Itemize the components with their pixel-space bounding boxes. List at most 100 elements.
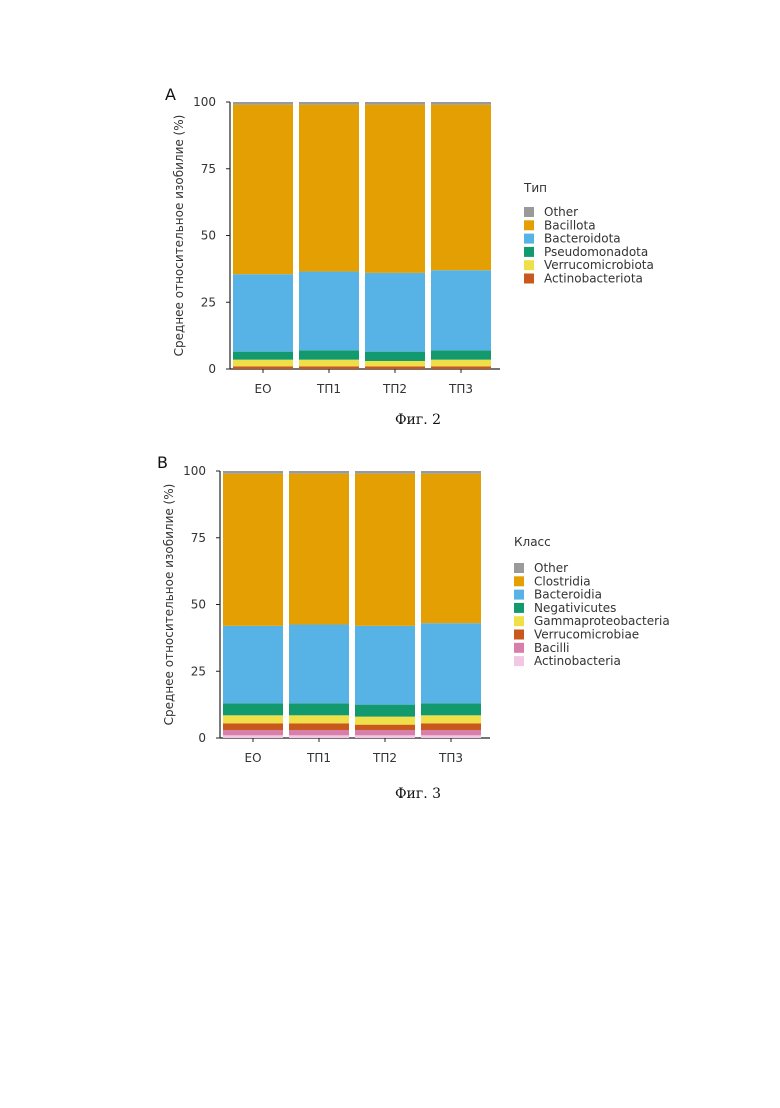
chart-panel-a: A 0 25 50 75 100 Среднее относительное изобили… [165, 85, 654, 428]
legend-swatch-bacilli [514, 643, 524, 653]
bar-segment-other [223, 471, 283, 474]
legend-entry-verrucomicrobiae: Verrucomicrobiae [534, 628, 639, 642]
legend-swatch-bacteroidota [524, 234, 534, 244]
legend-swatch-pseudomonadota [524, 247, 534, 257]
x-tick-label: ТП2 [382, 382, 407, 396]
bar-segment-verrucomicrobiae [421, 723, 481, 730]
bar-segment-other [365, 102, 425, 105]
bar-segment-negativicutes [355, 705, 415, 717]
bar-segment-actinobacteria [355, 735, 415, 738]
bar-segment-verrucomicrobiae [223, 723, 283, 730]
bar-segment-actinobacteriota [233, 366, 293, 369]
legend-entry-actinobacteriota: Actinobacteriota [544, 272, 643, 286]
legend-swatch-negativicutes [514, 603, 524, 613]
bar-segment-verrucomicrobiota [233, 360, 293, 367]
bar-segment-clostridia [289, 474, 349, 625]
x-tick-label: ТП1 [306, 751, 331, 765]
legend-entry-verrucomicrobiota: Verrucomicrobiota [544, 258, 654, 272]
legend-entry-other: Other [534, 561, 568, 575]
bar-segment-other [289, 471, 349, 474]
y-axis-label: Среднее относительное изобилие (%) [172, 115, 186, 357]
y-axis-label: Среднее относительное изобилие (%) [162, 484, 176, 726]
bar-segment-other [299, 102, 359, 105]
y-tick-label: 50 [191, 598, 206, 612]
x-tick-label: ЕО [254, 382, 271, 396]
bar-segment-bacteroidota [299, 272, 359, 351]
bar-segment-bacteroidota [365, 273, 425, 352]
legend-swatch-gammaproteobacteria [514, 616, 524, 626]
bar-segment-bacillota [365, 105, 425, 273]
bar-segment-bacillota [431, 105, 491, 271]
legend-entry-bacteroidia: Bacteroidia [534, 588, 602, 602]
bar-segment-bacteroidia [355, 626, 415, 705]
figure-caption: Фиг. 3 [395, 786, 441, 802]
bar-segment-pseudomonadota [233, 352, 293, 360]
bar-segment-verrucomicrobiota [365, 361, 425, 366]
legend-swatch-actinobacteria [514, 656, 524, 666]
legend-entry-pseudomonadota: Pseudomonadota [544, 245, 648, 259]
legend-entry-negativicutes: Negativicutes [534, 601, 616, 615]
legend-swatch-other [524, 207, 534, 217]
legend-entry-gammaproteobacteria: Gammaproteobacteria [534, 614, 670, 628]
y-tick-label: 0 [208, 362, 216, 376]
bar-segment-other [355, 471, 415, 474]
x-tick-label: ТП2 [372, 751, 397, 765]
legend-entry-clostridia: Clostridia [534, 574, 591, 588]
legend-title: Тип [523, 181, 547, 195]
bar-segment-bacteroidota [233, 274, 293, 351]
legend-title: Класс [514, 535, 551, 549]
bar-segment-negativicutes [289, 703, 349, 715]
bar-segment-gammaproteobacteria [355, 717, 415, 725]
legend-swatch-other [514, 563, 524, 573]
legend-entry-other: Other [544, 205, 578, 219]
bar-segment-actinobacteriota [365, 366, 425, 369]
bar-segment-negativicutes [421, 703, 481, 715]
bar-segment-pseudomonadota [365, 352, 425, 361]
bar-segment-verrucomicrobiae [355, 725, 415, 730]
bar-segment-pseudomonadota [299, 350, 359, 359]
bar-segment-bacilli [223, 730, 283, 735]
bar-segment-actinobacteria [289, 735, 349, 738]
bar-segment-actinobacteriota [299, 366, 359, 369]
bar-segment-other [421, 471, 481, 474]
panel-label: A [165, 85, 176, 104]
bar-segment-actinobacteria [421, 735, 481, 738]
bar-segment-bacteroidota [431, 270, 491, 350]
legend-swatch-clostridia [514, 576, 524, 586]
bar-segment-clostridia [355, 474, 415, 626]
bar-segment-verrucomicrobiae [289, 723, 349, 730]
bar-segment-actinobacteriota [431, 366, 491, 369]
figure-page: A 0 25 50 75 100 Среднее относительное изобили… [0, 0, 780, 1103]
chart-panel-b: B0255075100Среднее относительное изобили… [157, 453, 670, 802]
bar-segment-bacilli [289, 730, 349, 735]
legend-swatch-verrucomicrobiae [514, 630, 524, 640]
y-tick-label: 50 [201, 229, 216, 243]
legend-swatch-bacteroidia [514, 590, 524, 600]
y-tick-label: 75 [201, 162, 216, 176]
y-tick-label: 100 [193, 95, 216, 109]
figure-caption: Фиг. 2 [395, 412, 441, 428]
bar-segment-bacillota [233, 105, 293, 275]
y-tick-label: 100 [183, 464, 206, 478]
y-tick-label: 25 [201, 295, 216, 309]
bar-segment-bacteroidia [223, 626, 283, 703]
panel-label: B [157, 453, 168, 472]
bar-segment-other [233, 102, 293, 105]
legend-swatch-bacillota [524, 220, 534, 230]
bar-segment-bacilli [421, 730, 481, 735]
legend-entry-bacilli: Bacilli [534, 641, 570, 655]
x-tick-label: ТП3 [448, 382, 473, 396]
bar-segment-negativicutes [223, 703, 283, 715]
bar-segment-verrucomicrobiota [431, 360, 491, 367]
y-tick-label: 0 [198, 731, 206, 745]
legend-entry-bacillota: Bacillota [544, 218, 596, 232]
bar-segment-bacillota [299, 105, 359, 272]
bar-segment-gammaproteobacteria [421, 715, 481, 723]
bar-segment-verrucomicrobiota [299, 360, 359, 367]
bar-segment-clostridia [421, 474, 481, 624]
legend-swatch-actinobacteriota [524, 274, 534, 284]
x-tick-label: ЕО [244, 751, 261, 765]
bar-segment-actinobacteria [223, 735, 283, 738]
bar-segment-bacilli [355, 730, 415, 735]
legend-entry-bacteroidota: Bacteroidota [544, 232, 621, 246]
